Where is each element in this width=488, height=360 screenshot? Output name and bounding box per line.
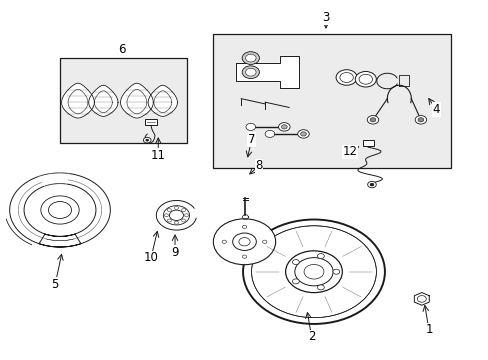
Circle shape: [181, 208, 185, 212]
Bar: [145, 119, 157, 125]
Circle shape: [294, 258, 332, 286]
Circle shape: [358, 74, 372, 84]
Circle shape: [174, 221, 178, 224]
Circle shape: [278, 123, 289, 131]
Circle shape: [367, 181, 376, 188]
Circle shape: [143, 137, 151, 143]
Text: 12: 12: [342, 145, 357, 158]
Polygon shape: [413, 293, 428, 305]
Circle shape: [335, 70, 356, 85]
Circle shape: [366, 116, 378, 124]
Circle shape: [242, 52, 259, 64]
Circle shape: [354, 72, 376, 87]
Polygon shape: [121, 83, 153, 118]
Circle shape: [339, 72, 353, 82]
Circle shape: [184, 214, 188, 217]
Text: 7: 7: [247, 133, 255, 146]
Polygon shape: [88, 85, 118, 116]
Text: 3: 3: [322, 11, 329, 24]
Circle shape: [181, 219, 185, 222]
Circle shape: [285, 251, 342, 293]
Polygon shape: [39, 173, 68, 186]
Circle shape: [292, 260, 299, 265]
Circle shape: [262, 240, 266, 243]
Text: 5: 5: [51, 278, 59, 291]
Text: 9: 9: [171, 246, 179, 259]
Circle shape: [167, 219, 171, 222]
Circle shape: [281, 125, 286, 129]
Circle shape: [317, 253, 324, 258]
Circle shape: [292, 279, 299, 284]
Circle shape: [417, 118, 423, 122]
Circle shape: [245, 123, 255, 130]
Circle shape: [174, 206, 178, 210]
Circle shape: [213, 219, 275, 265]
Circle shape: [245, 68, 256, 76]
Polygon shape: [61, 83, 94, 118]
Text: 1: 1: [425, 323, 432, 337]
Circle shape: [297, 130, 308, 138]
Text: 11: 11: [150, 149, 165, 162]
Circle shape: [317, 285, 324, 290]
Circle shape: [245, 54, 256, 62]
Circle shape: [145, 139, 148, 141]
Text: 4: 4: [431, 103, 439, 116]
Circle shape: [369, 118, 375, 122]
Bar: [213, 33, 449, 168]
Bar: [363, 140, 373, 147]
Circle shape: [232, 233, 256, 251]
Bar: [60, 58, 186, 143]
Circle shape: [332, 269, 339, 274]
Text: 8: 8: [255, 159, 262, 172]
Polygon shape: [148, 85, 177, 116]
Circle shape: [242, 255, 246, 258]
Polygon shape: [236, 56, 298, 88]
Circle shape: [239, 238, 249, 246]
Text: 2: 2: [307, 330, 315, 343]
Circle shape: [416, 296, 426, 302]
Circle shape: [222, 240, 226, 243]
Circle shape: [164, 214, 168, 217]
Circle shape: [414, 116, 426, 124]
Circle shape: [242, 66, 259, 78]
Circle shape: [369, 183, 373, 186]
Circle shape: [167, 208, 171, 212]
Text: 10: 10: [143, 251, 158, 264]
Text: 6: 6: [118, 43, 126, 56]
Circle shape: [304, 264, 323, 279]
Circle shape: [300, 132, 306, 136]
Polygon shape: [10, 173, 110, 247]
Circle shape: [264, 130, 274, 138]
Circle shape: [242, 225, 246, 229]
